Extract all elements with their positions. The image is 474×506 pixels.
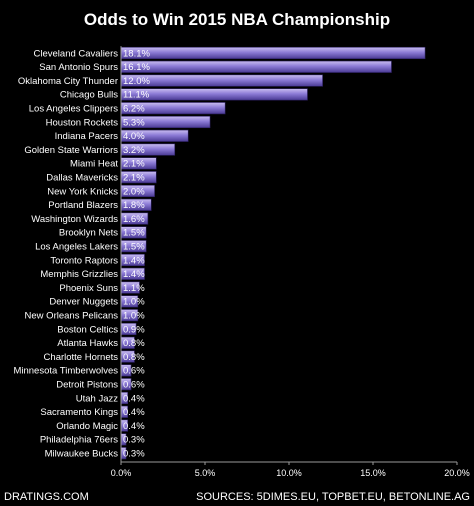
data-label: 0.8% [123,338,145,349]
x-axis: 0.0% 5.0% 10.0% 15.0% 20.0% [111,46,470,478]
chart-title: Odds to Win 2015 NBA Championship [84,10,390,29]
data-label: 1.8% [123,200,145,211]
category-label: Sacramento Kings [40,407,118,418]
category-label: Charlotte Hornets [44,352,119,363]
data-label: 0.4% [123,393,145,404]
x-tick-label: 15.0% [360,468,386,478]
bar [120,46,426,60]
data-label: 2.1% [123,173,145,184]
data-label: 6.2% [123,104,145,115]
footer-sources-right: SOURCES: 5DIMES.EU, TOPBET.EU, BETONLINE… [196,491,470,503]
category-label: New Orleans Pelicans [25,311,119,322]
x-tick-label: 10.0% [276,468,302,478]
category-label: Orlando Magic [56,421,118,432]
data-label: 0.8% [123,352,145,363]
data-label: 11.1% [123,90,150,101]
bar [120,74,323,87]
category-label: Brooklyn Nets [59,228,118,239]
data-label: 5.3% [123,117,145,128]
data-label: 0.4% [123,421,145,432]
data-label: 0.3% [123,449,145,460]
category-label: Washington Wizards [31,214,118,225]
data-label: 2.0% [123,186,145,197]
category-label: Atlanta Hawks [57,338,118,349]
data-label: 4.0% [123,131,145,142]
category-label: San Antonio Spurs [39,62,118,73]
category-label: Denver Nuggets [49,297,118,308]
data-label: 1.0% [123,297,145,308]
data-label: 1.5% [123,242,145,253]
data-label: 1.1% [123,283,145,294]
category-label: Los Angeles Lakers [35,242,118,253]
category-label: Boston Celtics [57,324,118,335]
data-label: 3.2% [123,145,145,156]
data-label: 1.5% [123,228,145,239]
bars-group: Cleveland Cavaliers 18.1% San Antonio Spur… [13,46,426,460]
data-label: 0.3% [123,435,145,446]
x-tick-label: 5.0% [195,468,216,478]
category-label: Miami Heat [70,159,118,170]
data-label: 12.0% [123,76,150,87]
category-label: Toronto Raptors [50,255,118,266]
data-label: 2.1% [123,159,145,170]
category-label: New York Knicks [47,186,118,197]
category-label: Philadelphia 76ers [40,435,118,446]
category-label: Houston Rockets [46,117,119,128]
x-tick-label: 20.0% [444,468,470,478]
category-label: Portland Blazers [48,200,118,211]
category-label: Phoenix Suns [59,283,118,294]
data-label: 18.1% [123,48,150,59]
x-tick-label: 0.0% [111,468,132,478]
data-label: 0.9% [123,324,145,335]
category-label: Los Angeles Clippers [29,104,118,115]
data-label: 16.1% [123,62,150,73]
data-label: 0.6% [123,380,145,391]
data-label: 1.4% [123,269,145,280]
category-label: Minnesota Timberwolves [13,366,118,377]
category-label: Golden State Warriors [24,145,118,156]
bar [120,60,392,73]
category-label: Chicago Bulls [60,90,118,101]
category-label: Memphis Grizzlies [40,269,118,280]
category-label: Detroit Pistons [56,380,118,391]
footer-source-left: DRATINGS.COM [4,491,89,503]
data-label: 1.0% [123,311,145,322]
data-label: 0.4% [123,407,145,418]
data-label: 0.6% [123,366,145,377]
category-label: Dallas Mavericks [46,173,118,184]
data-label: 1.6% [123,214,145,225]
category-label: Indiana Pacers [55,131,119,142]
category-label: Milwaukee Bucks [45,449,119,460]
category-label: Oklahoma City Thunder [18,76,118,87]
data-label: 1.4% [123,255,145,266]
category-label: Utah Jazz [76,393,118,404]
category-label: Cleveland Cavaliers [34,48,119,59]
